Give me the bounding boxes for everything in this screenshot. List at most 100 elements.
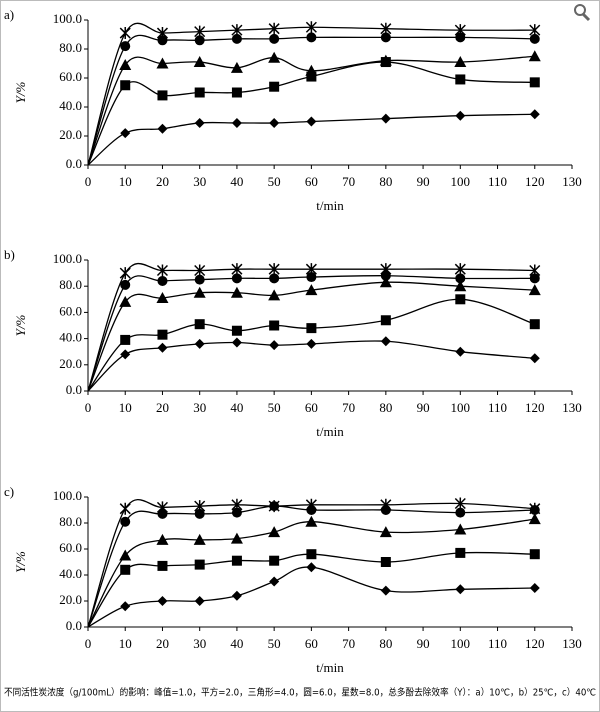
- x-tick-label: 50: [268, 400, 281, 415]
- marker-circle: [120, 279, 131, 290]
- marker-star: [119, 502, 131, 515]
- series-line: [87, 55, 535, 166]
- marker-star: [119, 27, 131, 40]
- marker-triangle: [379, 526, 392, 538]
- marker-triangle: [305, 284, 318, 296]
- marker-square: [194, 319, 205, 330]
- marker-triangle: [268, 289, 281, 301]
- marker-circle: [529, 273, 540, 284]
- x-tick-label: 80: [379, 400, 392, 415]
- marker-star: [156, 27, 168, 40]
- marker-diamond: [194, 338, 205, 349]
- y-tick-label: 20.0: [59, 127, 82, 142]
- x-tick-label: 60: [305, 636, 318, 651]
- y-axis-label: Y/%: [13, 551, 28, 573]
- x-tick-label: 20: [156, 174, 169, 189]
- marker-star: [380, 498, 392, 511]
- marker-square: [306, 71, 317, 82]
- marker-square: [120, 334, 131, 345]
- marker-square: [120, 564, 131, 575]
- zoom-icon[interactable]: [574, 4, 591, 22]
- marker-circle: [269, 33, 280, 44]
- x-tick-label: 110: [488, 174, 507, 189]
- marker-square: [194, 559, 205, 570]
- marker-diamond: [120, 349, 131, 360]
- marker-circle: [157, 35, 168, 46]
- x-tick-label: 60: [305, 174, 318, 189]
- marker-star: [268, 263, 280, 276]
- marker-circle: [120, 516, 131, 527]
- marker-square: [306, 323, 317, 334]
- marker-square: [157, 329, 168, 340]
- marker-star: [305, 21, 317, 34]
- x-tick-label: 120: [525, 636, 545, 651]
- x-tick-label: 70: [342, 174, 355, 189]
- x-tick-label: 80: [379, 174, 392, 189]
- x-tick-label: 120: [525, 174, 545, 189]
- marker-diamond: [120, 128, 131, 139]
- caption: 不同活性炭浓度（g/100mL）的影响：峰值=1.0，平方=2.0，三角形=4.…: [4, 687, 596, 699]
- marker-circle: [269, 273, 280, 284]
- marker-star: [156, 264, 168, 277]
- marker-square: [231, 325, 242, 336]
- marker-triangle: [528, 50, 541, 62]
- marker-diamond: [306, 338, 317, 349]
- marker-triangle: [230, 532, 243, 544]
- series-line: [87, 566, 535, 628]
- marker-diamond: [157, 596, 168, 606]
- marker-diamond: [306, 562, 317, 573]
- marker-circle: [120, 41, 131, 52]
- marker-star: [529, 502, 541, 515]
- marker-diamond: [529, 109, 540, 120]
- marker-square: [194, 87, 205, 98]
- marker-triangle: [454, 56, 467, 68]
- marker-diamond: [380, 336, 391, 347]
- marker-diamond: [231, 337, 242, 348]
- x-tick-label: 60: [305, 400, 318, 415]
- marker-circle: [529, 33, 540, 44]
- panel-label: c): [4, 484, 14, 499]
- marker-triangle: [454, 280, 467, 292]
- series-line: [87, 281, 535, 392]
- marker-square: [306, 549, 317, 560]
- marker-square: [455, 74, 466, 85]
- x-tick-label: 80: [379, 636, 392, 651]
- marker-star: [529, 264, 541, 277]
- marker-circle: [306, 32, 317, 43]
- x-tick-label: 130: [562, 400, 582, 415]
- x-tick-label: 110: [488, 636, 507, 651]
- x-tick-label: 70: [342, 400, 355, 415]
- marker-diamond: [529, 353, 540, 364]
- marker-star: [268, 22, 280, 35]
- marker-square: [380, 557, 391, 567]
- marker-star: [268, 500, 280, 513]
- marker-triangle: [268, 51, 281, 63]
- marker-diamond: [380, 113, 391, 124]
- marker-circle: [380, 32, 391, 43]
- x-tick-label: 40: [230, 174, 243, 189]
- marker-triangle: [193, 286, 206, 298]
- marker-star: [454, 497, 466, 510]
- marker-triangle: [230, 61, 243, 73]
- x-axis-label: t/min: [316, 660, 344, 675]
- marker-square: [120, 80, 131, 91]
- series-line: [87, 551, 535, 628]
- y-tick-label: 0.0: [66, 618, 82, 633]
- marker-square: [529, 549, 540, 560]
- marker-triangle: [379, 54, 392, 66]
- series-line: [87, 61, 535, 166]
- marker-square: [269, 320, 280, 331]
- marker-triangle: [230, 286, 243, 298]
- marker-diamond: [455, 110, 466, 121]
- x-tick-label: 90: [417, 174, 430, 189]
- marker-circle: [194, 508, 205, 519]
- marker-diamond: [157, 342, 168, 353]
- series-line: [87, 498, 535, 628]
- marker-star: [529, 24, 541, 37]
- x-tick-label: 50: [268, 636, 281, 651]
- series-line: [87, 298, 535, 392]
- panel-label: a): [4, 7, 14, 22]
- x-tick-label: 100: [451, 636, 471, 651]
- x-tick-label: 10: [119, 400, 132, 415]
